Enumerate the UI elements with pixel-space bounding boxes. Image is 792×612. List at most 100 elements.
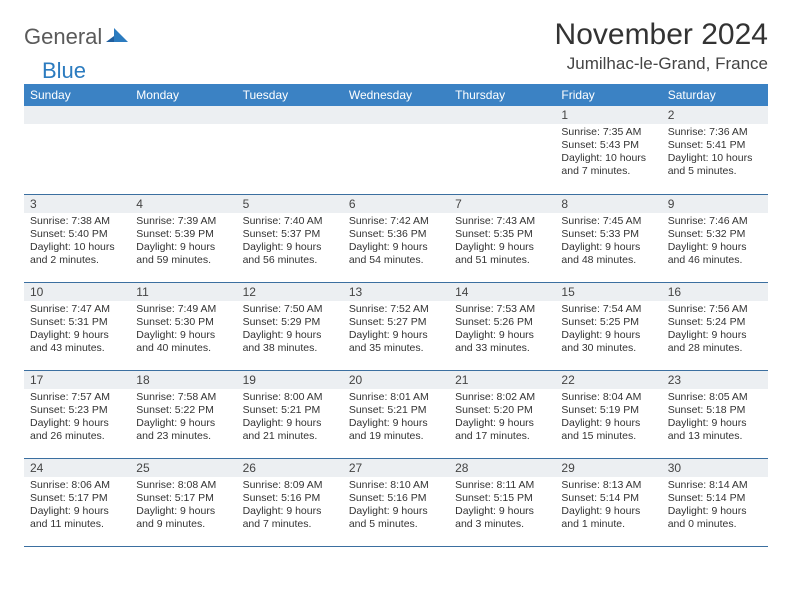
daylight-text: Daylight: 9 hours and 43 minutes. bbox=[30, 329, 124, 355]
day-number: 27 bbox=[343, 459, 449, 477]
day-number: 18 bbox=[130, 371, 236, 389]
daylight-text: Daylight: 10 hours and 7 minutes. bbox=[561, 152, 655, 178]
sunrise-text: Sunrise: 8:09 AM bbox=[243, 479, 337, 492]
sunset-text: Sunset: 5:40 PM bbox=[30, 228, 124, 241]
day-number: 9 bbox=[662, 195, 768, 213]
weekday-header: Tuesday bbox=[237, 84, 343, 106]
calendar-cell: 23Sunrise: 8:05 AMSunset: 5:18 PMDayligh… bbox=[662, 370, 768, 458]
day-details: Sunrise: 7:50 AMSunset: 5:29 PMDaylight:… bbox=[237, 301, 343, 360]
daylight-text: Daylight: 9 hours and 30 minutes. bbox=[561, 329, 655, 355]
day-details: Sunrise: 8:13 AMSunset: 5:14 PMDaylight:… bbox=[555, 477, 661, 536]
day-details: Sunrise: 7:56 AMSunset: 5:24 PMDaylight:… bbox=[662, 301, 768, 360]
sunrise-text: Sunrise: 7:54 AM bbox=[561, 303, 655, 316]
day-number: 6 bbox=[343, 195, 449, 213]
day-details: Sunrise: 7:39 AMSunset: 5:39 PMDaylight:… bbox=[130, 213, 236, 272]
sunset-text: Sunset: 5:33 PM bbox=[561, 228, 655, 241]
daylight-text: Daylight: 9 hours and 11 minutes. bbox=[30, 505, 124, 531]
day-number: 1 bbox=[555, 106, 661, 124]
day-details: Sunrise: 7:46 AMSunset: 5:32 PMDaylight:… bbox=[662, 213, 768, 272]
day-number: 25 bbox=[130, 459, 236, 477]
day-number: 19 bbox=[237, 371, 343, 389]
sunrise-text: Sunrise: 7:36 AM bbox=[668, 126, 762, 139]
sunset-text: Sunset: 5:17 PM bbox=[136, 492, 230, 505]
sunrise-text: Sunrise: 8:04 AM bbox=[561, 391, 655, 404]
calendar-cell: 9Sunrise: 7:46 AMSunset: 5:32 PMDaylight… bbox=[662, 194, 768, 282]
daylight-text: Daylight: 9 hours and 56 minutes. bbox=[243, 241, 337, 267]
sunrise-text: Sunrise: 7:39 AM bbox=[136, 215, 230, 228]
sunset-text: Sunset: 5:14 PM bbox=[668, 492, 762, 505]
empty-day bbox=[130, 106, 236, 124]
calendar-row: 3Sunrise: 7:38 AMSunset: 5:40 PMDaylight… bbox=[24, 194, 768, 282]
calendar-cell bbox=[343, 106, 449, 194]
calendar-cell: 10Sunrise: 7:47 AMSunset: 5:31 PMDayligh… bbox=[24, 282, 130, 370]
empty-day bbox=[343, 106, 449, 124]
calendar-cell bbox=[237, 106, 343, 194]
sunrise-text: Sunrise: 7:56 AM bbox=[668, 303, 762, 316]
sunset-text: Sunset: 5:21 PM bbox=[349, 404, 443, 417]
day-number: 10 bbox=[24, 283, 130, 301]
day-number: 3 bbox=[24, 195, 130, 213]
day-details: Sunrise: 8:11 AMSunset: 5:15 PMDaylight:… bbox=[449, 477, 555, 536]
weekday-header: Friday bbox=[555, 84, 661, 106]
day-number: 14 bbox=[449, 283, 555, 301]
calendar-cell: 14Sunrise: 7:53 AMSunset: 5:26 PMDayligh… bbox=[449, 282, 555, 370]
weekday-header: Saturday bbox=[662, 84, 768, 106]
sunrise-text: Sunrise: 7:42 AM bbox=[349, 215, 443, 228]
sunrise-text: Sunrise: 8:05 AM bbox=[668, 391, 762, 404]
sunset-text: Sunset: 5:22 PM bbox=[136, 404, 230, 417]
weekday-header: Sunday bbox=[24, 84, 130, 106]
day-details: Sunrise: 8:09 AMSunset: 5:16 PMDaylight:… bbox=[237, 477, 343, 536]
daylight-text: Daylight: 9 hours and 9 minutes. bbox=[136, 505, 230, 531]
calendar-row: 17Sunrise: 7:57 AMSunset: 5:23 PMDayligh… bbox=[24, 370, 768, 458]
weekday-header-row: Sunday Monday Tuesday Wednesday Thursday… bbox=[24, 84, 768, 106]
daylight-text: Daylight: 9 hours and 1 minute. bbox=[561, 505, 655, 531]
day-details: Sunrise: 7:36 AMSunset: 5:41 PMDaylight:… bbox=[662, 124, 768, 183]
title-block: November 2024 Jumilhac-le-Grand, France bbox=[555, 18, 768, 74]
empty-day bbox=[237, 106, 343, 124]
calendar-cell: 13Sunrise: 7:52 AMSunset: 5:27 PMDayligh… bbox=[343, 282, 449, 370]
calendar-cell: 25Sunrise: 8:08 AMSunset: 5:17 PMDayligh… bbox=[130, 458, 236, 546]
sunset-text: Sunset: 5:18 PM bbox=[668, 404, 762, 417]
sunrise-text: Sunrise: 8:02 AM bbox=[455, 391, 549, 404]
day-number: 11 bbox=[130, 283, 236, 301]
brand-logo: General bbox=[24, 18, 130, 50]
sunset-text: Sunset: 5:35 PM bbox=[455, 228, 549, 241]
calendar-cell: 15 Sunrise: 7:54 AMSunset: 5:25 PMDayligh… bbox=[555, 282, 661, 370]
sunrise-text: Sunrise: 8:11 AM bbox=[455, 479, 549, 492]
day-details: Sunrise: 7:57 AMSunset: 5:23 PMDaylight:… bbox=[24, 389, 130, 448]
sunrise-text: Sunrise: 7:50 AM bbox=[243, 303, 337, 316]
sunset-text: Sunset: 5:25 PM bbox=[561, 316, 655, 329]
daylight-text: Daylight: 9 hours and 35 minutes. bbox=[349, 329, 443, 355]
calendar-row: 10Sunrise: 7:47 AMSunset: 5:31 PMDayligh… bbox=[24, 282, 768, 370]
daylight-text: Daylight: 9 hours and 3 minutes. bbox=[455, 505, 549, 531]
day-details: Sunrise: 8:02 AMSunset: 5:20 PMDaylight:… bbox=[449, 389, 555, 448]
sunset-text: Sunset: 5:43 PM bbox=[561, 139, 655, 152]
sunrise-text: Sunrise: 8:00 AM bbox=[243, 391, 337, 404]
sunset-text: Sunset: 5:32 PM bbox=[668, 228, 762, 241]
day-number: 26 bbox=[237, 459, 343, 477]
calendar-cell bbox=[449, 106, 555, 194]
daylight-text: Daylight: 9 hours and 46 minutes. bbox=[668, 241, 762, 267]
weekday-header: Monday bbox=[130, 84, 236, 106]
sunset-text: Sunset: 5:29 PM bbox=[243, 316, 337, 329]
day-details: Sunrise: 7:42 AMSunset: 5:36 PMDaylight:… bbox=[343, 213, 449, 272]
daylight-text: Daylight: 9 hours and 23 minutes. bbox=[136, 417, 230, 443]
sunrise-text: Sunrise: 7:49 AM bbox=[136, 303, 230, 316]
daylight-text: Daylight: 10 hours and 2 minutes. bbox=[30, 241, 124, 267]
empty-day bbox=[449, 106, 555, 124]
daylight-text: Daylight: 9 hours and 17 minutes. bbox=[455, 417, 549, 443]
empty-day bbox=[24, 106, 130, 124]
day-details: Sunrise: 8:08 AMSunset: 5:17 PMDaylight:… bbox=[130, 477, 236, 536]
day-number: 15 bbox=[555, 283, 661, 301]
sunrise-text: Sunrise: 7:40 AM bbox=[243, 215, 337, 228]
daylight-text: Daylight: 9 hours and 54 minutes. bbox=[349, 241, 443, 267]
daylight-text: Daylight: 9 hours and 48 minutes. bbox=[561, 241, 655, 267]
calendar-cell: 4Sunrise: 7:39 AMSunset: 5:39 PMDaylight… bbox=[130, 194, 236, 282]
day-details: Sunrise: 8:10 AMSunset: 5:16 PMDaylight:… bbox=[343, 477, 449, 536]
sunset-text: Sunset: 5:36 PM bbox=[349, 228, 443, 241]
month-title: November 2024 bbox=[555, 18, 768, 52]
sunrise-text: Sunrise: 8:10 AM bbox=[349, 479, 443, 492]
day-number: 8 bbox=[555, 195, 661, 213]
day-details: Sunrise: 7:52 AMSunset: 5:27 PMDaylight:… bbox=[343, 301, 449, 360]
sunset-text: Sunset: 5:31 PM bbox=[30, 316, 124, 329]
